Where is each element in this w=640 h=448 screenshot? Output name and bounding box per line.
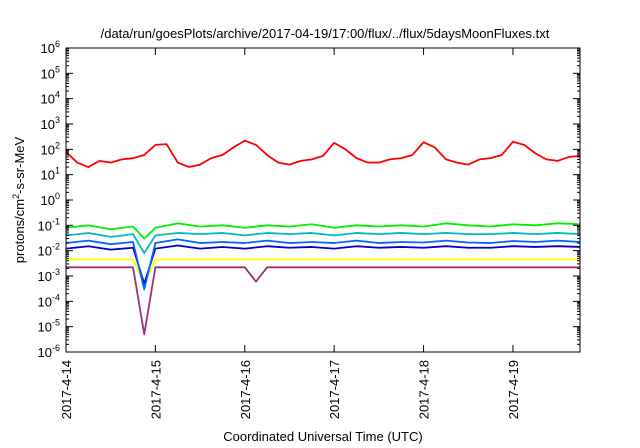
series-line-1: [65, 222, 581, 240]
y-tick-label: 10-6: [38, 343, 60, 360]
x-tick-label: 2017-4-19: [506, 360, 521, 419]
series-layer: [65, 139, 581, 336]
y-tick-label: 100: [41, 191, 60, 208]
series-line-3: [65, 238, 581, 291]
series-line-0: [65, 139, 581, 168]
x-tick-label: 2017-4-15: [148, 360, 163, 419]
x-axis-label: Coordinated Universal Time (UTC): [223, 429, 422, 444]
y-tick-label: 10-1: [38, 216, 60, 233]
series-line-4: [65, 244, 581, 285]
x-tick-label: 2017-4-18: [417, 360, 432, 419]
chart-title: /data/run/goesPlots/archive/2017-04-19/1…: [101, 26, 550, 41]
series-line-6: [66, 266, 580, 336]
y-tick-label: 10-2: [38, 242, 60, 259]
plot-frame: [65, 47, 581, 353]
y-tick-label: 10-3: [38, 267, 60, 284]
y-tick-label: 10-4: [38, 292, 60, 309]
y-tick-label: 10-5: [38, 318, 60, 335]
series-line-2: [65, 232, 581, 255]
y-axis-label: protons/cm2-s-sr-MeV: [11, 136, 27, 263]
x-tick-label: 2017-4-17: [327, 360, 342, 419]
y-tick-label: 101: [41, 166, 60, 183]
y-tick-label: 104: [41, 90, 60, 107]
y-tick-label: 102: [41, 140, 60, 157]
y-tick-label: 103: [41, 115, 60, 132]
x-tick-label: 2017-4-14: [59, 360, 74, 419]
x-tick-label: 2017-4-16: [238, 360, 253, 419]
y-tick-label: 105: [41, 64, 60, 81]
axes-layer: 106 105 104 103 102 101 100 10-1 10-2 10-3 10-4 10-…: [38, 39, 580, 419]
y-tick-label: 106: [41, 39, 60, 56]
